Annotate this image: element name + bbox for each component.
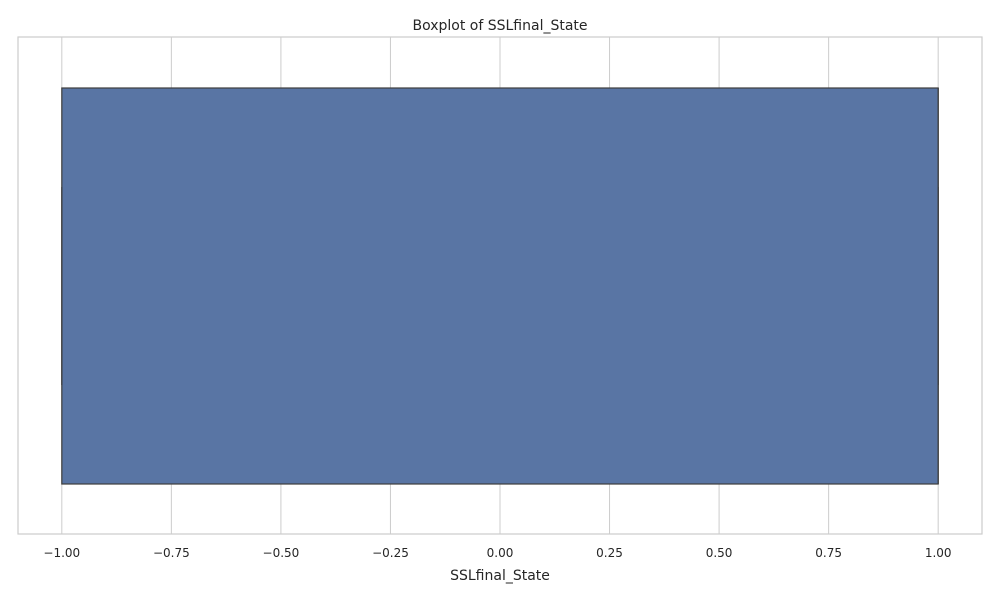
x-tick-label: −0.25: [372, 546, 409, 560]
x-tick-label: 0.75: [815, 546, 842, 560]
x-tick-label: 0.00: [487, 546, 514, 560]
box-layer: [61, 87, 939, 485]
x-tick-label: 1.00: [925, 546, 952, 560]
x-tick-labels: −1.00 −0.75 −0.50 −0.25 0.00 0.25 0.50 0.75 1.00: [43, 546, 951, 560]
plot-area-frame: [17, 36, 983, 535]
box-iqr: [61, 87, 939, 485]
x-axis-label: SSLfinal_State: [450, 568, 550, 584]
chart-title: Boxplot of SSLfinal_State: [412, 18, 587, 34]
x-tick-label: −0.75: [153, 546, 190, 560]
x-tick-label: −1.00: [43, 546, 80, 560]
x-tick-label: −0.50: [263, 546, 300, 560]
x-tick-label: 0.50: [706, 546, 733, 560]
x-tick-label: 0.25: [596, 546, 623, 560]
